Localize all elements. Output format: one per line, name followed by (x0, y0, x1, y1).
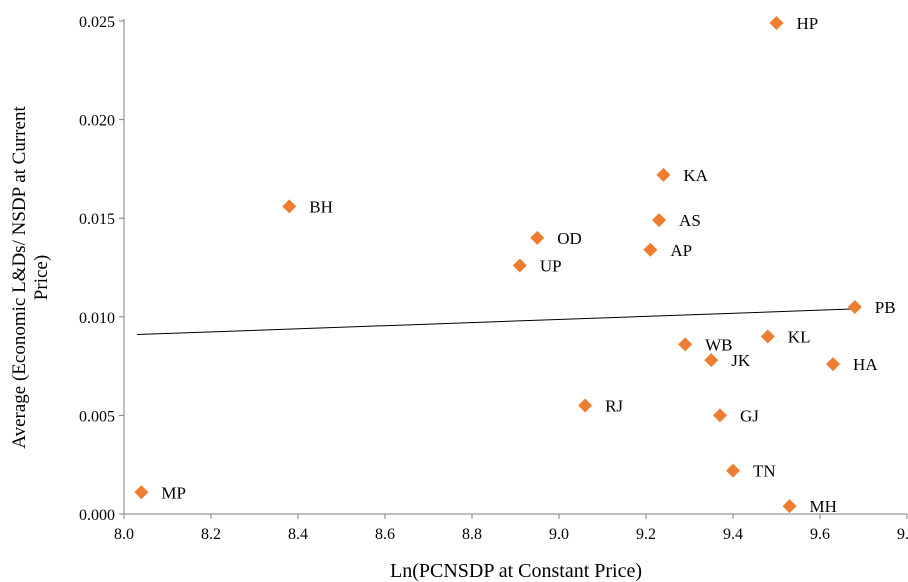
x-tick-label: 8.4 (288, 526, 308, 543)
point-wb (678, 337, 693, 352)
point-ap (643, 242, 658, 257)
point-label-od: OD (557, 229, 582, 248)
x-tick-label: 8.8 (462, 526, 482, 543)
point-label-jk: JK (731, 351, 751, 370)
point-hp (769, 15, 784, 30)
point-label-bh: BH (309, 197, 333, 216)
x-tick-label: 8.6 (375, 526, 395, 543)
point-label-ka: KA (683, 166, 708, 185)
point-gj (712, 408, 727, 423)
point-label-wb: WB (705, 335, 732, 354)
axes: Average (Economic L&Ds/ NSDP at CurrentP… (9, 19, 908, 519)
plot-area (137, 308, 855, 336)
point-tn (726, 463, 740, 478)
point-od (530, 230, 545, 245)
x-tick-label: 9.2 (636, 526, 656, 543)
point-mh (782, 499, 797, 514)
x-tick-label: 9.6 (810, 526, 830, 543)
x-tick-label: 9.4 (723, 526, 743, 543)
point-label-ap: AP (670, 241, 692, 260)
point-jk (704, 353, 719, 368)
x-tick-label: 8.0 (114, 526, 134, 543)
x-axis-label: Ln(PCNSDP at Constant Price) (390, 560, 642, 582)
y-tick-label: 0.025 (79, 14, 115, 31)
y-tick-label: 0.020 (79, 113, 115, 130)
point-label-mh: MH (810, 497, 837, 516)
point-label-rj: RJ (605, 397, 623, 416)
point-label-as: AS (679, 211, 701, 230)
point-ha (826, 357, 841, 372)
point-label-pb: PB (875, 298, 896, 317)
point-pb (847, 299, 862, 314)
data-points (134, 15, 862, 514)
tick-labels: 8.0 8.2 8.4 8.6 8.8 9.0 9.2 9.4 9.6 9.8 0.000 0.005… (79, 14, 908, 543)
point-label-tn: TN (753, 462, 776, 481)
y-tick-label: 0.015 (79, 211, 115, 228)
point-label-gj: GJ (740, 406, 759, 425)
x-tick-label: 8.2 (201, 526, 221, 543)
point-bh (282, 199, 297, 214)
y-tick-label: 0.000 (79, 507, 115, 524)
y-tick-label: 0.005 (79, 408, 115, 425)
point-label-kl: KL (788, 328, 811, 347)
point-label-hp: HP (797, 14, 819, 33)
point-label-mp: MP (161, 483, 186, 502)
point-up (512, 258, 527, 273)
x-tick-label: 9.8 (897, 526, 908, 543)
point-label-up: UP (540, 257, 562, 276)
point-as (652, 213, 667, 228)
point-mp (134, 485, 149, 500)
point-rj (578, 398, 593, 413)
point-kl (760, 329, 775, 344)
trendline (137, 308, 855, 336)
point-ka (656, 167, 671, 182)
y-tick-label: 0.010 (79, 310, 115, 327)
x-tick-label: 9.0 (549, 526, 569, 543)
y-axis-label: Average (Economic L&Ds/ NSDP at CurrentP… (9, 106, 52, 449)
point-label-ha: HA (853, 355, 878, 374)
